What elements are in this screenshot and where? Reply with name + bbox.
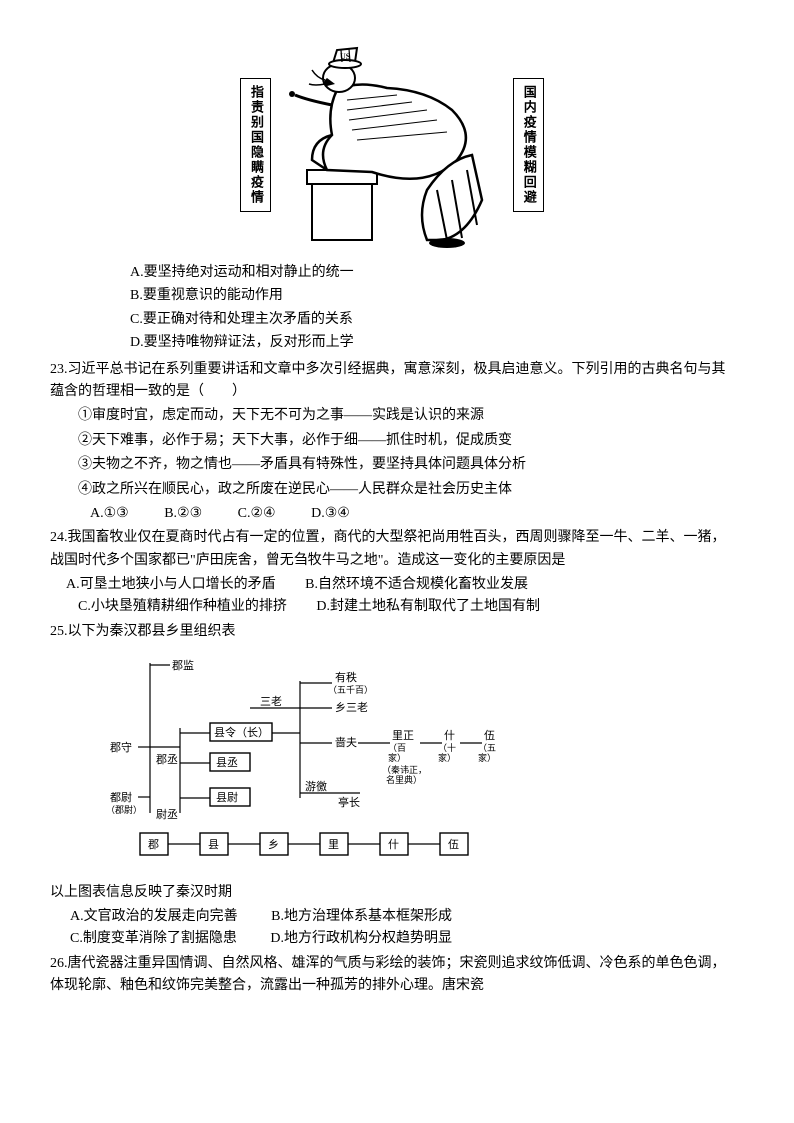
q25-row2: C.制度变革消除了割据隐患 D.地方行政机构分权趋势明显 [70, 928, 734, 950]
q23-s4: ④政之所兴在顺民心，政之所废在逆民心——人民群众是社会历史主体 [50, 479, 734, 501]
q25-d: D.地方行政机构分权趋势明显 [270, 928, 452, 950]
d-lizheng: 里正 [392, 729, 414, 742]
q22-opt-a: A.要坚持绝对运动和相对静止的统一 [130, 262, 734, 284]
q24-row1: A.可垦土地狭小与人口增长的矛盾 B.自然环境不适合规模化畜牧业发展 [66, 574, 734, 596]
d-xiangsanlao: 乡三老 [335, 701, 368, 714]
org-chart: .lb { font-size: 11px; font-family: SimS… [100, 653, 520, 871]
q22-options: A.要坚持绝对运动和相对静止的统一 B.要重视意识的能动作用 C.要正确对待和处… [130, 262, 734, 355]
q24-row2: C.小块垦殖精耕细作种植业的排挤 D.封建土地私有制取代了土地国有制 [66, 596, 734, 618]
svg-text:郡: 郡 [148, 838, 159, 851]
d-row: 郡 县 乡 里 什 伍 [140, 833, 468, 855]
d-youzhi2: （五千百） [328, 685, 373, 695]
d-sefu: 啬夫 [335, 735, 357, 749]
cartoon-left-label: 指责别国隐瞒疫情 [240, 78, 271, 212]
cartoon-drawing: US [277, 40, 507, 250]
d-tingzhang: 亭长 [338, 795, 360, 809]
hat-label: US [340, 52, 351, 61]
d-shi: 什 [444, 729, 455, 742]
q25-row1: A.文官政治的发展走向完善 B.地方治理体系基本框架形成 [70, 906, 734, 928]
svg-text:乡: 乡 [268, 838, 279, 851]
d-junshou: 郡守 [110, 740, 132, 754]
d-weicheng: 尉丞 [156, 807, 178, 821]
q25-b: B.地方治理体系基本框架形成 [271, 906, 452, 928]
q23-a: A.①③ [90, 503, 129, 525]
d-junwei: 都尉 [110, 790, 132, 804]
q23-s1: ①审度时宜，虑定而动，天下无不可为之事——实践是认识的来源 [50, 405, 734, 427]
q25-after: 以上图表信息反映了秦汉时期 [50, 882, 734, 904]
q24-c: C.小块垦殖精耕细作种植业的排挤 [78, 596, 287, 618]
d-xiancheng: 县丞 [216, 756, 238, 769]
q22-opt-b: B.要重视意识的能动作用 [130, 285, 734, 307]
svg-text:家）: 家） [388, 752, 406, 763]
q23-s2: ②天下难事，必作于易；天下大事，必作于细——抓住时机，促成质变 [50, 430, 734, 452]
q24-b: B.自然环境不适合规模化畜牧业发展 [305, 574, 528, 596]
d-junwei2: （郡尉） [106, 804, 142, 815]
d-wu: 伍 [484, 729, 495, 742]
d-lizheng2: （百 [388, 743, 406, 753]
d-shi2: （十 [438, 742, 456, 753]
q25-stem: 25.以下为秦汉郡县乡里组织表 [50, 621, 734, 643]
svg-text:县: 县 [208, 838, 219, 851]
q23-b: B.②③ [164, 503, 202, 525]
d-youjiao: 游徼 [305, 779, 327, 793]
svg-text:里: 里 [328, 838, 339, 851]
d-xianling: 县令（长） [214, 725, 269, 739]
d-wu2: （五 [478, 743, 496, 753]
q22-opt-d: D.要坚持唯物辩证法，反对形而上学 [130, 332, 734, 354]
q24-stem: 24.我国畜牧业仅在夏商时代占有一定的位置，商代的大型祭祀尚用牲百头，西周则骤降… [50, 527, 734, 572]
q23-d: D.③④ [311, 503, 350, 525]
svg-text:什: 什 [388, 838, 399, 851]
q23-c: C.②④ [238, 503, 276, 525]
q23-stem: 23.习近平总书记在系列重要讲话和文章中多次引经据典，寓意深刻，极具启迪意义。下… [50, 359, 734, 404]
q23-s3: ③夫物之不齐，物之情也——矛盾具有特殊性，要坚持具体问题具体分析 [50, 454, 734, 476]
cartoon-figure: 指责别国隐瞒疫情 [202, 40, 582, 250]
svg-text:家）: 家） [478, 752, 496, 763]
d-sanlao: 三老 [260, 695, 282, 708]
svg-text:伍: 伍 [448, 838, 459, 851]
d-lizheng3: （秦讳正， [382, 764, 427, 775]
q23-choices: A.①③ B.②③ C.②④ D.③④ [90, 503, 734, 525]
d-junjian: 郡监 [172, 659, 194, 672]
svg-text:家）: 家） [438, 752, 456, 763]
q25-c: C.制度变革消除了割据隐患 [70, 928, 237, 950]
q26-stem: 26.唐代瓷器注重异国情调、自然风格、雄浑的气质与彩绘的装饰；宋瓷则追求纹饰低调… [50, 953, 734, 998]
q24-d: D.封建土地私有制取代了土地国有制 [316, 596, 540, 618]
q24-a: A.可垦土地狭小与人口增长的矛盾 [66, 574, 276, 596]
d-xianwei: 县尉 [216, 790, 238, 804]
d-lizheng4: 名里典） [386, 774, 422, 785]
cartoon-right-label: 国内疫情模糊回避 [513, 78, 544, 212]
q22-opt-c: C.要正确对待和处理主次矛盾的关系 [130, 309, 734, 331]
q25-a: A.文官政治的发展走向完善 [70, 906, 238, 928]
d-youzhi: 有秩 [335, 670, 357, 684]
d-juncheng: 郡丞 [156, 753, 178, 766]
